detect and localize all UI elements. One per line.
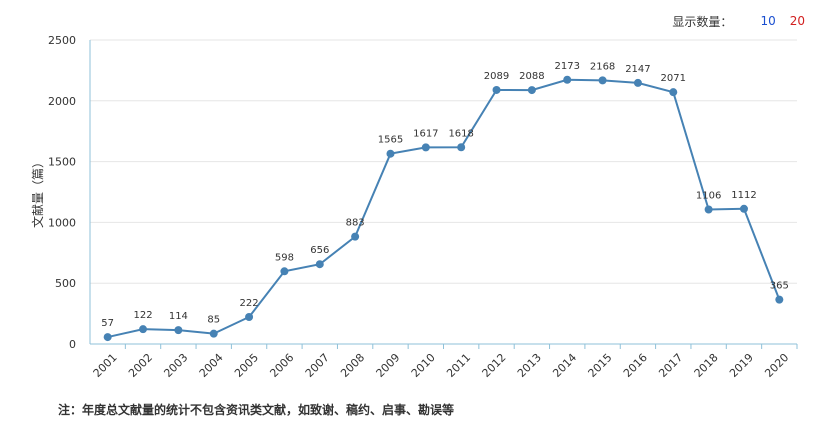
y-tick-label: 1500 bbox=[48, 156, 76, 169]
x-tick-label: 2015 bbox=[586, 351, 615, 380]
y-axis-title: 文献量（篇） bbox=[30, 156, 45, 228]
data-point bbox=[739, 204, 748, 213]
display-20-option[interactable]: 20 bbox=[789, 14, 805, 28]
y-tick-label: 500 bbox=[55, 277, 76, 290]
x-tick-label: 2010 bbox=[409, 351, 438, 380]
x-tick-label: 2001 bbox=[91, 351, 120, 380]
x-tick-label: 2012 bbox=[480, 351, 509, 380]
x-tick-label: 2019 bbox=[727, 351, 756, 380]
data-point bbox=[209, 329, 218, 338]
data-point bbox=[103, 333, 112, 342]
data-label: 2173 bbox=[554, 61, 579, 72]
y-tick-label: 2500 bbox=[48, 34, 76, 47]
display-10-option[interactable]: 10 bbox=[760, 14, 776, 28]
y-tick-label: 0 bbox=[69, 338, 76, 351]
data-point bbox=[598, 76, 607, 85]
data-point bbox=[139, 325, 148, 334]
x-tick-label: 2018 bbox=[692, 351, 721, 380]
data-label: 2168 bbox=[590, 61, 615, 72]
data-point bbox=[633, 78, 642, 87]
data-label: 365 bbox=[770, 281, 789, 292]
data-labels: 57 122 114 85 222 598 656 883 1565 1617 1618 2089 20… bbox=[101, 61, 789, 329]
data-point bbox=[704, 205, 713, 214]
grid-lines bbox=[90, 39, 797, 284]
data-point bbox=[669, 88, 678, 97]
data-point bbox=[351, 232, 360, 241]
x-tick-label: 2009 bbox=[374, 351, 403, 380]
footnote: 注：年度总文献量的统计不包含资讯类文献，如致谢、稿约、启事、勘误等 bbox=[58, 403, 455, 417]
data-point bbox=[315, 260, 324, 269]
x-tick-label: 2002 bbox=[126, 351, 155, 380]
data-point bbox=[775, 295, 784, 304]
series-polyline bbox=[107, 78, 781, 339]
display-count-bar: 显示数量： 10 20 bbox=[672, 12, 805, 30]
data-label: 1106 bbox=[696, 191, 721, 202]
data-point bbox=[174, 326, 183, 335]
x-tick-label: 2007 bbox=[303, 351, 332, 380]
data-label: 1565 bbox=[378, 135, 403, 146]
data-label: 598 bbox=[275, 252, 294, 263]
x-tick-label: 2011 bbox=[444, 351, 473, 380]
x-tick-label: 2004 bbox=[197, 351, 226, 380]
y-tick-label: 1000 bbox=[48, 216, 76, 229]
data-label: 85 bbox=[207, 315, 220, 326]
data-label: 1617 bbox=[413, 128, 438, 139]
x-tick-label: 2013 bbox=[515, 351, 544, 380]
data-label: 114 bbox=[169, 311, 188, 322]
data-label: 2089 bbox=[484, 71, 509, 82]
data-label: 57 bbox=[101, 318, 114, 329]
data-point bbox=[457, 143, 466, 152]
data-point bbox=[492, 85, 501, 94]
data-point bbox=[563, 75, 572, 84]
data-label: 656 bbox=[310, 245, 329, 256]
y-tick-label: 2000 bbox=[48, 95, 76, 108]
x-tick-label: 2014 bbox=[550, 351, 579, 380]
data-point bbox=[245, 313, 254, 322]
data-label: 2088 bbox=[519, 71, 544, 82]
x-tick-label: 2016 bbox=[621, 351, 650, 380]
x-tick-label: 2020 bbox=[762, 351, 791, 380]
x-tick-label: 2005 bbox=[232, 351, 261, 380]
data-label: 2071 bbox=[661, 73, 686, 84]
display-count-label: 显示数量： bbox=[672, 14, 733, 29]
x-axis: 2001 2002 2003 2004 2005 2006 2007 2008 2009 2010… bbox=[90, 343, 798, 380]
data-label: 1618 bbox=[448, 128, 473, 139]
data-point bbox=[421, 143, 430, 152]
data-label: 883 bbox=[346, 218, 365, 229]
x-tick-label: 2006 bbox=[267, 351, 296, 380]
data-label: 122 bbox=[133, 310, 152, 321]
x-tick-label: 2003 bbox=[161, 351, 190, 380]
data-label: 1112 bbox=[731, 190, 756, 201]
data-point bbox=[280, 267, 289, 276]
data-point bbox=[527, 86, 536, 95]
data-point bbox=[386, 149, 395, 158]
data-label: 2147 bbox=[625, 64, 650, 75]
y-axis: 0 500 1000 1500 2000 2500 bbox=[48, 34, 91, 351]
x-tick-label: 2017 bbox=[656, 351, 685, 380]
data-label: 222 bbox=[240, 298, 259, 309]
series-line bbox=[103, 75, 784, 342]
x-tick-label: 2008 bbox=[338, 351, 367, 380]
